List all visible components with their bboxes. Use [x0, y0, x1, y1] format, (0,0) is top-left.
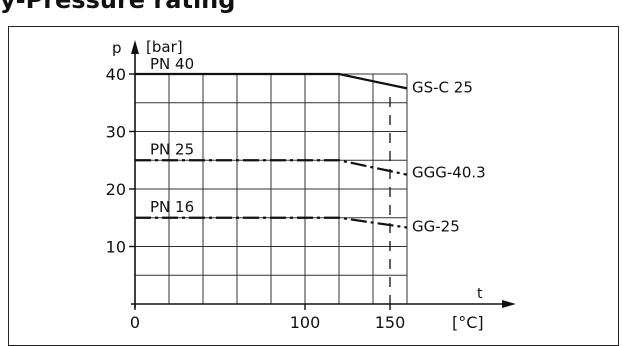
pressure-temperature-chart: 10 20 30 40 0 100 150 p [bar] t [°C] PN 40 GS-C 25 PN…: [106, 38, 516, 332]
series-label: PN 40: [150, 55, 194, 73]
chart-heading: y-Pressure rating: [0, 0, 236, 14]
series-end-label: GG-25: [412, 218, 460, 236]
x-tick-label: 100: [290, 313, 321, 332]
y-tick-label: 10: [106, 238, 126, 257]
series-line: [135, 72, 408, 90]
series-end-label: GS-C 25: [412, 78, 473, 96]
x-tick-label: 150: [375, 313, 406, 332]
y-tick-label: 30: [106, 123, 126, 142]
y-axis-unit: [bar]: [146, 38, 183, 56]
x-axis-label: t: [477, 286, 483, 302]
y-tick-label: 20: [106, 180, 126, 199]
y-axis-label: p: [112, 39, 122, 57]
series-label: PN 16: [150, 198, 194, 216]
series-end-label: GGG-40.3: [412, 164, 486, 182]
series-line: [135, 216, 408, 229]
series-line: [135, 159, 408, 176]
series-label: PN 25: [150, 140, 194, 158]
x-axis-arrow: [502, 300, 516, 308]
x-axis-unit: [°C]: [452, 313, 484, 332]
y-axis-arrow: [131, 40, 139, 54]
x-tick-label: 0: [130, 313, 140, 332]
y-tick-label: 40: [106, 65, 126, 84]
